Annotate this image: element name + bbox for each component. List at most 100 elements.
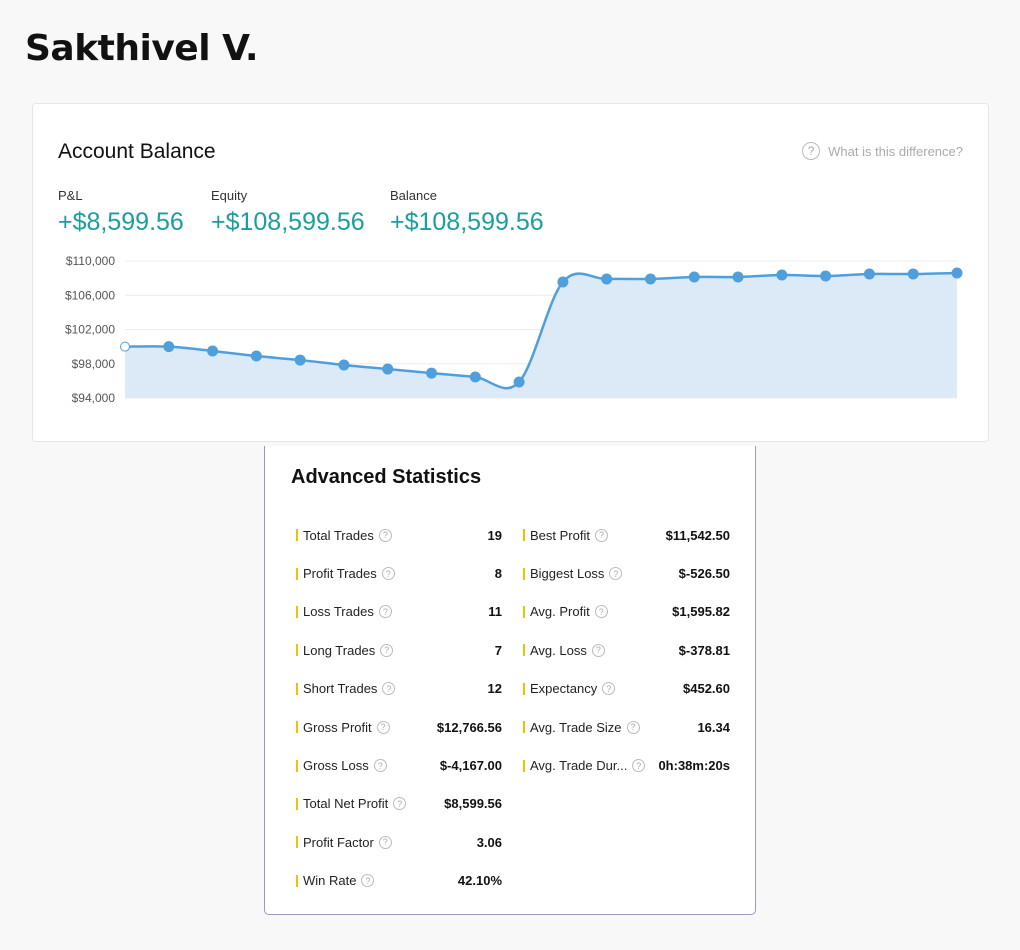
accent-bar — [523, 567, 525, 580]
stat-value: 12 — [487, 681, 502, 697]
metric-label: P&L — [58, 188, 83, 203]
accent-bar — [296, 721, 298, 734]
question-icon[interactable]: ? — [380, 643, 394, 657]
metric-value: +$108,599.56 — [390, 208, 544, 236]
stat-row: Loss Trades? 11 — [296, 593, 502, 631]
stat-row: Profit Factor? 3.06 — [296, 823, 502, 861]
data-point — [644, 273, 656, 285]
question-icon[interactable]: ? — [381, 567, 395, 581]
data-point — [820, 270, 832, 282]
question-icon[interactable]: ? — [378, 835, 392, 849]
balance-chart: $110,000 $106,000 $102,000 $98,000 $94,000 — [65, 254, 963, 405]
question-icon[interactable]: ? — [393, 797, 407, 811]
stats-left-column: Total Trades? 19 Profit Trades? 8 Loss Trade… — [296, 516, 502, 900]
accent-bar — [296, 797, 298, 810]
metric-value: +$8,599.56 — [58, 208, 184, 236]
accent-bar — [523, 759, 525, 772]
stat-value: 19 — [487, 527, 502, 543]
data-point — [513, 376, 525, 388]
stat-row: Gross Profit? $12,766.56 — [296, 708, 502, 746]
metric-value: +$108,599.56 — [211, 208, 365, 236]
question-icon[interactable]: ? — [378, 605, 392, 619]
data-point — [688, 271, 700, 283]
stat-label: Avg. Trade Size — [530, 719, 622, 735]
difference-help-link[interactable]: ? What is this difference? — [802, 142, 963, 160]
data-point — [163, 341, 175, 353]
stat-value: 3.06 — [476, 834, 502, 850]
stat-label: Loss Trades — [303, 604, 374, 620]
stat-value: $8,599.56 — [444, 796, 502, 812]
data-point — [951, 267, 963, 279]
y-tick-label: $98,000 — [72, 357, 116, 371]
data-point — [294, 354, 306, 366]
data-point — [250, 350, 262, 362]
stat-row: Avg. Loss? $-378.81 — [523, 631, 730, 669]
stat-row: Total Net Profit? $8,599.56 — [296, 785, 502, 823]
question-icon[interactable]: ? — [361, 874, 375, 888]
data-point — [426, 367, 438, 379]
question-icon: ? — [802, 142, 821, 160]
card-title: Account Balance — [58, 140, 216, 163]
question-icon[interactable]: ? — [626, 720, 640, 734]
question-icon[interactable]: ? — [376, 720, 390, 734]
data-point — [382, 363, 394, 375]
stats-right-column: Best Profit? $11,542.50 Biggest Loss? $-526… — [523, 516, 730, 785]
stat-row: Total Trades? 19 — [296, 516, 502, 554]
accent-bar — [296, 874, 298, 887]
data-point — [469, 371, 481, 383]
stat-label: Profit Factor — [303, 834, 374, 850]
stat-value: $-4,167.00 — [439, 758, 502, 774]
data-point — [776, 269, 788, 281]
stat-value: $-378.81 — [678, 642, 730, 658]
question-icon[interactable]: ? — [632, 759, 646, 773]
stat-label: Gross Loss — [303, 758, 369, 774]
question-icon[interactable]: ? — [382, 682, 396, 696]
y-tick-label: $106,000 — [65, 288, 115, 302]
metric-label: Balance — [390, 188, 437, 203]
data-point — [732, 271, 744, 283]
stat-value: 11 — [488, 604, 502, 620]
stat-row: Avg. Trade Size? 16.34 — [523, 708, 730, 746]
question-icon[interactable]: ? — [594, 605, 608, 619]
stat-label: Expectancy — [530, 681, 598, 697]
stat-row: Best Profit? $11,542.50 — [523, 516, 730, 554]
stat-label: Avg. Trade Dur... — [530, 758, 628, 774]
metric-label: Equity — [211, 188, 248, 203]
stat-value: $-526.50 — [678, 566, 730, 582]
question-icon[interactable]: ? — [378, 528, 392, 542]
accent-bar — [296, 567, 298, 580]
stat-value: 42.10% — [457, 873, 502, 889]
stat-value: $12,766.56 — [436, 719, 502, 735]
series-line — [124, 271, 958, 390]
stat-label: Profit Trades — [303, 566, 377, 582]
question-icon[interactable]: ? — [609, 567, 623, 581]
stat-label: Total Trades — [303, 527, 374, 543]
stat-label: Total Net Profit — [303, 796, 389, 812]
question-icon[interactable]: ? — [602, 682, 616, 696]
question-icon[interactable]: ? — [373, 759, 387, 773]
stat-row: Expectancy? $452.60 — [523, 670, 730, 708]
accent-bar — [523, 605, 525, 618]
stat-row: Long Trades? 7 — [296, 631, 502, 669]
stat-row: Short Trades? 12 — [296, 670, 502, 708]
user-name: Sakthivel V. — [25, 28, 259, 69]
stat-label: Gross Profit — [303, 719, 372, 735]
stat-label: Best Profit — [530, 527, 590, 543]
stat-label: Long Trades — [303, 642, 376, 658]
question-icon[interactable]: ? — [594, 528, 608, 542]
stat-row: Profit Trades? 8 — [296, 554, 502, 592]
account-balance-card: $110,000 $106,000 $102,000 $98,000 $94,000 A… — [32, 103, 989, 442]
question-icon[interactable]: ? — [591, 643, 605, 657]
stat-value: $452.60 — [683, 681, 730, 697]
stat-label: Avg. Profit — [530, 604, 590, 620]
stat-label: Biggest Loss — [530, 566, 605, 582]
stat-row: Avg. Profit? $1,595.82 — [523, 593, 730, 631]
data-point — [338, 359, 350, 371]
stat-value: 0h:38m:20s — [658, 758, 730, 774]
data-point — [557, 276, 569, 288]
advanced-statistics-card: Advanced Statistics Total Trades? 19 Profi… — [264, 446, 756, 915]
y-tick-label: $102,000 — [65, 323, 115, 337]
stat-row: Win Rate? 42.10% — [296, 862, 502, 900]
stat-value: $11,542.50 — [665, 527, 730, 543]
accent-bar — [296, 759, 298, 772]
